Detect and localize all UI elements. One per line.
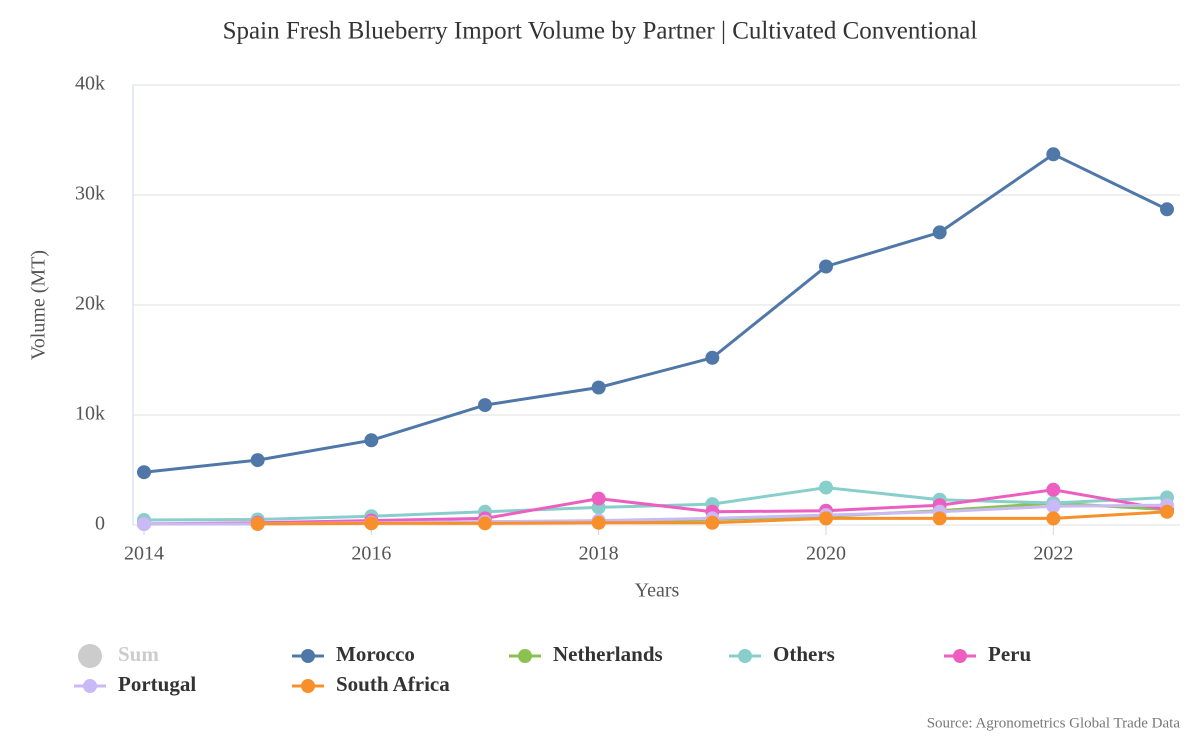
data-point: [364, 433, 379, 448]
data-point: [591, 491, 606, 506]
data-point: [364, 516, 379, 531]
data-point: [250, 516, 265, 531]
legend-label[interactable]: Morocco: [336, 642, 415, 666]
y-tick-label: 30k: [75, 183, 105, 205]
y-tick-label: 0: [95, 513, 105, 535]
x-tick-label: 2016: [351, 543, 391, 565]
data-point: [478, 398, 492, 413]
legend-label[interactable]: Others: [773, 642, 835, 666]
legend-label[interactable]: Portugal: [118, 672, 196, 696]
data-point: [705, 515, 720, 530]
legend-label[interactable]: Peru: [988, 642, 1031, 666]
data-point: [591, 380, 606, 395]
x-tick-label: 2020: [806, 543, 846, 565]
x-tick-label: 2022: [1033, 543, 1073, 565]
series-line: [143, 488, 1168, 526]
legend-label[interactable]: Netherlands: [553, 642, 663, 666]
legend-marker: [301, 649, 315, 663]
legend-marker: [953, 649, 967, 663]
source: Source: Agronometrics Global Trade Data: [927, 715, 1181, 731]
legend-marker: [78, 644, 102, 668]
x-tick-label: 2018: [579, 543, 619, 565]
data-point: [932, 225, 947, 240]
y-axis-label: Volume (MT): [28, 250, 50, 360]
data-point: [1046, 147, 1061, 162]
legend-marker: [301, 679, 315, 693]
x-axis-label: Years: [635, 580, 680, 602]
data-point: [1160, 504, 1174, 519]
data-point: [819, 511, 833, 526]
data-point: [478, 516, 492, 531]
data-point: [591, 515, 606, 530]
y-tick-label: 20k: [75, 293, 105, 315]
data-point: [1046, 482, 1061, 497]
data-point: [137, 465, 151, 480]
legend-marker: [738, 649, 752, 663]
legend-label[interactable]: South Africa: [336, 672, 450, 696]
data-point: [819, 259, 833, 274]
data-point: [1046, 511, 1061, 526]
legend-marker: [83, 679, 97, 693]
data-point: [250, 453, 265, 468]
data-point: [1046, 499, 1061, 514]
y-tick-label: 40k: [75, 73, 105, 95]
data-point: [1160, 202, 1174, 217]
x-tick-label: 2014: [124, 543, 164, 565]
legend-marker: [518, 649, 532, 663]
data-point: [705, 350, 720, 365]
data-point: [819, 480, 833, 495]
legend-label[interactable]: Sum: [118, 642, 159, 666]
data-point: [932, 511, 947, 526]
series-line: [143, 152, 1168, 474]
data-point: [137, 516, 151, 531]
y-tick-label: 10k: [75, 403, 105, 425]
chart-title: Spain Fresh Blueberry Import Volume by P…: [223, 18, 978, 45]
